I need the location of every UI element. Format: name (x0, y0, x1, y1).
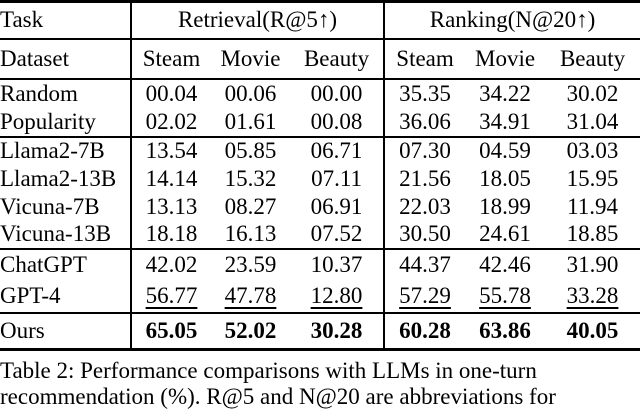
value-cell: 30.50 (383, 220, 466, 249)
row-label: Random (0, 80, 78, 106)
value-cell: 14.14 (130, 164, 211, 193)
value-cell: 34.22 (479, 80, 531, 106)
value-cell: 18.99 (479, 193, 531, 219)
value-cell: 06.71 (310, 138, 363, 163)
value-cell: 00.08 (310, 108, 363, 134)
value-cell: 40.05 (566, 317, 619, 343)
value-cell: 11.94 (567, 193, 618, 219)
value-cell: 34.91 (479, 108, 531, 134)
column-header-ranking-steam: Steam (383, 38, 466, 79)
value-cell: 02.02 (130, 107, 211, 137)
column-header-ranking-beauty: Beauty (559, 45, 626, 71)
column-header-retrieval-steam: Steam (130, 38, 211, 79)
value-cell: 07.11 (311, 165, 362, 191)
value-cell: 13.13 (130, 192, 211, 221)
table-row-vicuna-7b: Vicuna-7B 13.13 08.27 06.91 22.03 18.99 … (0, 192, 640, 221)
value-cell: 44.37 (383, 248, 466, 281)
table-row-vicuna-13b: Vicuna-13B 18.18 16.13 07.52 30.50 24.61… (0, 220, 640, 249)
task-header-cell: Task (0, 7, 44, 33)
value-cell: 15.95 (566, 165, 619, 191)
value-cell: 13.54 (130, 136, 211, 165)
task-header-row: Task Retrieval(R@5↑) Ranking(N@20↑) (0, 1, 640, 39)
retrieval-group-header: Retrieval(R@5↑) (129, 1, 385, 39)
value-cell: 16.13 (224, 221, 277, 246)
value-cell: 31.90 (566, 252, 619, 277)
row-label: GPT-4 (0, 283, 61, 308)
value-cell: 42.02 (130, 248, 211, 281)
dataset-header-cell: Dataset (0, 45, 69, 71)
table-row-chatgpt: ChatGPT 42.02 23.59 10.37 44.37 42.46 31… (0, 248, 640, 281)
value-cell: 18.05 (479, 165, 531, 191)
value-cell: 05.85 (224, 138, 277, 163)
table-row-popularity: Popularity 02.02 01.61 00.08 36.06 34.91… (0, 107, 640, 137)
value-cell: 63.86 (479, 317, 531, 343)
value-cell: 42.46 (479, 252, 531, 277)
row-label: Vicuna-13B (0, 221, 112, 246)
row-label: Ours (0, 317, 45, 343)
row-label: Popularity (0, 108, 96, 134)
caption-line-2: recommendation (%). R@5 and N@20 are abb… (0, 384, 556, 409)
value-cell: 21.56 (383, 164, 466, 193)
ranking-group-header: Ranking(N@20↑) (383, 1, 640, 39)
value-cell: 52.02 (224, 317, 277, 343)
value-cell: 15.32 (224, 165, 277, 191)
value-cell: 07.30 (383, 136, 466, 165)
results-table: Task Retrieval(R@5↑) Ranking(N@20↑) Data… (0, 1, 640, 350)
value-cell: 22.03 (383, 192, 466, 221)
value-cell: 18.85 (566, 221, 619, 246)
value-cell: 24.61 (479, 221, 531, 246)
column-header-retrieval-movie: Movie (220, 45, 281, 71)
table-row-llama2-7b: Llama2-7B 13.54 05.85 06.71 07.30 04.59 … (0, 136, 640, 165)
value-cell: 03.03 (566, 138, 619, 163)
value-cell: 04.59 (479, 138, 531, 163)
dataset-header-row: Dataset Steam Movie Beauty Steam Movie B… (0, 38, 640, 79)
column-header-retrieval-beauty: Beauty (303, 45, 370, 71)
value-cell: 30.28 (310, 317, 363, 343)
row-label: ChatGPT (0, 252, 87, 277)
row-label: Vicuna-7B (0, 193, 100, 219)
value-cell: 00.00 (310, 80, 363, 106)
value-cell: 01.61 (224, 108, 277, 134)
value-cell: 47.78 (224, 283, 277, 308)
value-cell: 36.06 (383, 107, 466, 137)
value-cell: 18.18 (130, 220, 211, 249)
value-cell: 07.52 (310, 221, 363, 246)
table-row-llama2-13b: Llama2-13B 14.14 15.32 07.11 21.56 18.05… (0, 164, 640, 193)
value-cell: 00.04 (130, 78, 211, 108)
value-cell: 06.91 (310, 193, 363, 219)
table-row-gpt-4: GPT-4 56.77 47.78 12.80 57.29 55.78 33.2… (0, 280, 640, 313)
value-cell: 12.80 (310, 283, 363, 308)
value-cell: 56.77 (130, 280, 211, 313)
value-cell: 65.05 (130, 312, 211, 350)
value-cell: 00.06 (224, 80, 277, 106)
table-row-ours: Ours 65.05 52.02 30.28 60.28 63.86 40.05 (0, 312, 640, 350)
value-cell: 35.35 (383, 78, 466, 108)
value-cell: 08.27 (224, 193, 277, 219)
value-cell: 60.28 (383, 312, 466, 350)
table-caption: Table 2: Performance comparisons with LL… (0, 358, 640, 410)
value-cell: 55.78 (479, 283, 531, 308)
caption-line-1: Table 2: Performance comparisons with LL… (0, 358, 537, 383)
table-row-random: Random 00.04 00.06 00.00 35.35 34.22 30.… (0, 78, 640, 108)
value-cell: 10.37 (310, 252, 363, 277)
value-cell: 30.02 (566, 80, 619, 106)
value-cell: 57.29 (383, 280, 466, 313)
column-header-ranking-movie: Movie (475, 45, 536, 71)
value-cell: 23.59 (224, 252, 277, 277)
row-label: Llama2-7B (0, 138, 105, 163)
value-cell: 31.04 (566, 108, 619, 134)
row-label: Llama2-13B (0, 165, 117, 191)
value-cell: 33.28 (566, 283, 619, 308)
